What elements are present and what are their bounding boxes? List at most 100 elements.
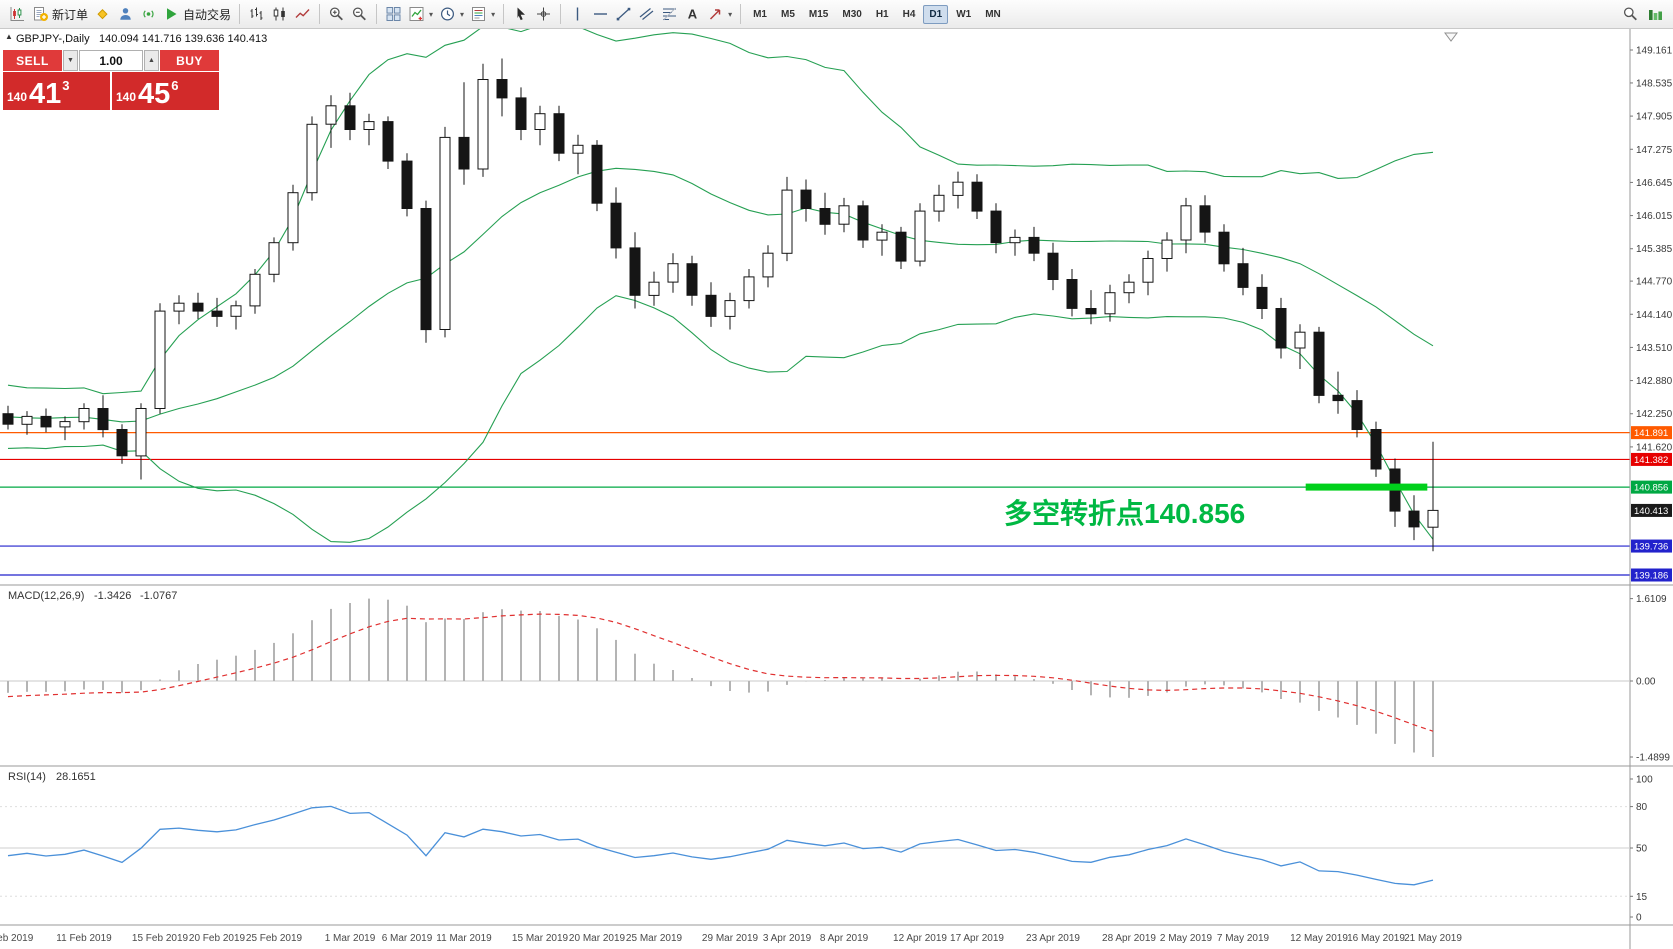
data-window-icon [1647,6,1664,22]
line-chart-mode-button[interactable] [291,2,314,26]
candle-body [1313,331,1325,396]
candle-body [1142,258,1154,283]
price-axis-label: 147.905 [1636,112,1673,123]
date-axis-label: 23 Apr 2019 [1026,933,1080,944]
price-axis-label: 142.250 [1636,409,1673,420]
candle-body [192,302,204,312]
candle-body [895,231,907,262]
sell-button[interactable]: SELL [3,50,62,71]
trade-panel-top-row: SELL ▼ ▲ BUY [3,50,219,71]
symbol-search-button[interactable] [1619,2,1642,26]
line-icon [294,6,311,22]
template-icon [470,6,487,22]
timeframe-m15-button[interactable]: M15 [808,8,829,20]
play-icon [163,6,180,22]
price-axis[interactable] [1630,29,1673,925]
price-axis-label: 146.645 [1636,178,1673,189]
candle-body [21,415,33,425]
volume-input[interactable] [79,50,143,71]
crosshair-tool-button[interactable] [532,2,555,26]
date-axis-label: 2 May 2019 [1160,933,1213,944]
new-order-button[interactable]: 新订单 [29,2,91,26]
time-axis[interactable] [0,925,1630,949]
volume-decrease-button[interactable]: ▼ [63,50,78,71]
candle-body [610,202,622,249]
volume-increase-button[interactable]: ▲ [144,50,159,71]
auto-trading-button[interactable]: 自动交易 [160,2,234,26]
support-1-price-tag [1631,539,1672,553]
periods-button[interactable]: ▾ [436,2,467,26]
vertical-line-tool-button[interactable] [566,2,589,26]
timeframe-m1-button[interactable]: M1 [753,8,767,20]
new-order-label: 新订单 [52,7,89,22]
date-axis-label: 12 May 2019 [1290,933,1348,944]
date-axis-label: 15 Feb 2019 [132,933,189,944]
new-chart-button[interactable] [6,2,29,26]
indicators-list-button[interactable]: ▾ [405,2,436,26]
data-window-button[interactable] [1644,2,1667,26]
timeframe-h1-button[interactable]: H1 [875,8,889,20]
pivot-price-tag [1631,480,1672,494]
zoom-in-button[interactable] [325,2,348,26]
rsi-line [7,805,1434,886]
current-price-price-tag [1631,503,1672,517]
resistance-1-price-tag-label: 141.891 [1634,428,1668,439]
bid-price-display[interactable]: 140 41 3 [3,72,110,110]
bar-chart-mode-button[interactable] [245,2,268,26]
date-axis-label: 21 May 2019 [1404,933,1462,944]
timeframe-m5-button[interactable]: M5 [781,8,795,20]
tile-windows-button[interactable] [382,2,405,26]
candle-body [857,205,869,241]
candle-body [211,310,223,317]
signals-button[interactable] [137,2,160,26]
ask-price-display[interactable]: 140 45 6 [112,72,219,110]
fibonacci-tool-button[interactable] [658,2,681,26]
price-axis-label: 141.620 [1636,442,1673,453]
timeframe-h4-button[interactable]: H4 [902,8,916,20]
cursor-tool-button[interactable] [509,2,532,26]
pivot-highlight-segment[interactable] [1305,483,1428,491]
arrows-tool-button[interactable]: ▾ [704,2,735,26]
timeframe-d1-button[interactable]: D1 [923,4,949,24]
rsi-label: RSI(14) [8,771,46,783]
templates-button[interactable]: ▾ [467,2,498,26]
date-axis-label: 3 Apr 2019 [763,933,812,944]
date-axis-label: 6 Mar 2019 [382,933,433,944]
date-axis-label: 29 Mar 2019 [702,933,759,944]
candle-body [781,189,793,254]
text-tool-button[interactable]: A [681,2,704,26]
date-axis-label: 25 Mar 2019 [626,933,683,944]
date-axis-label: 7 May 2019 [1217,933,1270,944]
candle-body [553,113,565,154]
horizontal-line-tool-button[interactable] [589,2,612,26]
toolbar-separator [503,4,505,24]
chart-shift-marker[interactable] [1444,32,1458,42]
ohlc-values: 140.094 141.716 139.636 140.413 [99,33,267,45]
crosshair-icon [535,6,552,22]
zoom-out-button[interactable] [348,2,371,26]
rsi-axis-label: 50 [1636,844,1648,855]
date-axis-label: 1 Mar 2019 [325,933,376,944]
bid-prefix: 140 [7,90,28,104]
candle-body [477,79,489,170]
channel-tool-button[interactable] [635,2,658,26]
timeframe-w1-button[interactable]: W1 [956,8,972,20]
chart-annotation: 多空转折点140.856 [1004,498,1246,529]
bollinger-lower-band [7,295,1434,543]
candle-body [762,252,774,278]
buy-button[interactable]: BUY [160,50,219,71]
mql5-community-button[interactable] [91,2,114,26]
candlestick-mode-button[interactable] [268,2,291,26]
one-click-collapse-icon[interactable]: ▲ [5,32,13,41]
candle-body [914,210,926,262]
trendline-tool-button[interactable] [612,2,635,26]
timeframe-m30-button[interactable]: M30 [842,8,862,20]
macd-axis-label: 0.00 [1636,677,1656,688]
timeframe-mn-button[interactable]: MN [985,8,1001,20]
candle-body [306,123,318,194]
user-profile-button[interactable] [114,2,137,26]
candle-body [154,310,166,410]
macd-panel: 1.6109 0.00 -1.4899 [0,594,1670,764]
arrow-icon [707,6,724,22]
